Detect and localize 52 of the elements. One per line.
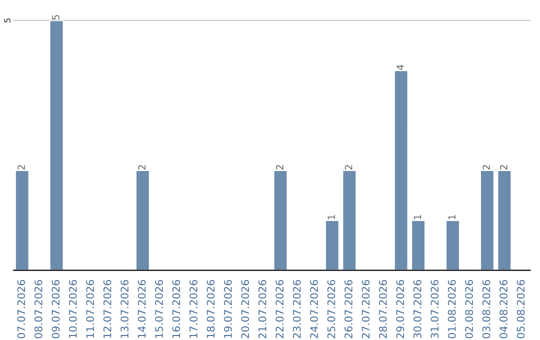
x-tick-label: 03.08.2026 [482, 280, 490, 338]
x-tick-label: 29.07.2026 [396, 280, 404, 338]
x-tick-label: 01.08.2026 [448, 280, 456, 338]
data-label: 2 [482, 165, 490, 170]
bar [496, 170, 512, 270]
x-tick-label: 13.07.2026 [120, 280, 128, 338]
bar [48, 20, 64, 270]
x-tick-label: 09.07.2026 [52, 280, 60, 338]
data-label: 2 [138, 165, 146, 170]
bar [394, 70, 409, 270]
x-tick-label: 25.07.2026 [327, 280, 336, 338]
bar [14, 170, 30, 270]
bar [272, 170, 288, 270]
x-tick-label: 16.07.2026 [172, 280, 180, 338]
x-tick-label: 22.07.2026 [276, 280, 284, 338]
data-label: 2 [276, 165, 284, 170]
x-tick-label: 02.08.2026 [465, 280, 474, 338]
bar [135, 170, 150, 270]
x-tick-label: 31.07.2026 [430, 280, 439, 338]
bar [324, 220, 340, 270]
x-tick-label: 08.07.2026 [34, 280, 42, 338]
x-tick-label: 07.07.2026 [17, 280, 26, 338]
x-tick-label: 05.08.2026 [516, 280, 525, 338]
x-tick-label: 11.07.2026 [86, 280, 94, 338]
x-tick-label: 19.07.2026 [224, 280, 232, 338]
x-tick-label: 21.07.2026 [258, 280, 266, 338]
data-label: 2 [344, 165, 352, 170]
x-tick-label: 14.07.2026 [138, 280, 146, 338]
bar [342, 170, 357, 270]
data-label: 4 [396, 64, 404, 70]
x-tick-label: 24.07.2026 [310, 280, 318, 338]
x-tick-label: 28.07.2026 [379, 280, 387, 338]
data-label: 1 [414, 215, 421, 220]
x-tick-label: 27.07.2026 [362, 280, 370, 338]
x-tick-label: 23.07.2026 [292, 280, 301, 338]
data-label: 1 [328, 215, 335, 220]
data-label: 5 [52, 15, 60, 20]
x-tick-label: 12.07.2026 [103, 280, 112, 338]
bar [480, 170, 495, 270]
data-label: 1 [448, 215, 456, 220]
x-tick-label: 10.07.2026 [68, 280, 77, 338]
x-tick-label: 30.07.2026 [413, 280, 422, 338]
x-tick-label: 17.07.2026 [190, 280, 198, 338]
bar [445, 220, 460, 270]
x-tick-label: 20.07.2026 [241, 280, 250, 338]
bar [410, 220, 426, 270]
x-tick-label: 26.07.2026 [344, 280, 352, 338]
data-label: 2 [18, 165, 25, 170]
data-label: 2 [500, 165, 508, 170]
x-tick-label: 15.07.2026 [155, 280, 163, 338]
x-tick-label: 04.08.2026 [500, 280, 508, 338]
x-tick-label: 18.07.2026 [206, 280, 215, 338]
